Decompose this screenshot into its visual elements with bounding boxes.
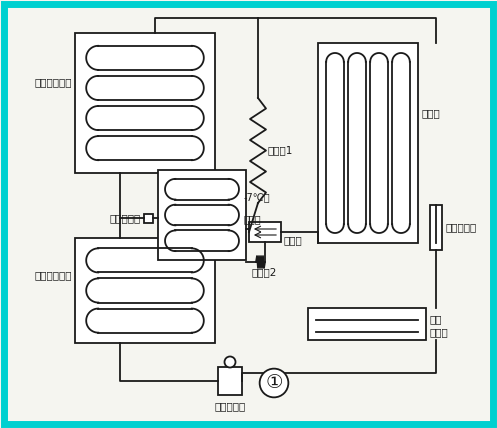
Text: 三通连接管: 三通连接管 bbox=[109, 213, 141, 223]
Text: 冷凝器: 冷凝器 bbox=[422, 108, 441, 118]
Text: 干燥过滤器: 干燥过滤器 bbox=[446, 223, 477, 232]
Text: ①: ① bbox=[265, 374, 283, 392]
Circle shape bbox=[225, 357, 236, 368]
Bar bbox=[308, 308, 426, 340]
Bar bbox=[75, 238, 215, 343]
Text: 毛细管1: 毛细管1 bbox=[268, 145, 293, 155]
Bar bbox=[158, 170, 246, 260]
Text: -7℃室: -7℃室 bbox=[244, 192, 271, 202]
Bar bbox=[318, 43, 418, 243]
Text: 电磁阀: 电磁阀 bbox=[284, 235, 303, 245]
Bar bbox=[430, 205, 442, 250]
Text: 冷藏室蒸发器: 冷藏室蒸发器 bbox=[34, 77, 72, 87]
Bar bbox=[144, 214, 153, 223]
Text: 冷冻室蒸发器: 冷冻室蒸发器 bbox=[34, 270, 72, 280]
Text: 蒸发器: 蒸发器 bbox=[244, 214, 261, 225]
Bar bbox=[218, 367, 242, 395]
Text: 除露管: 除露管 bbox=[430, 327, 449, 337]
Text: 毛细管2: 毛细管2 bbox=[251, 267, 276, 277]
Bar bbox=[75, 33, 215, 173]
Text: 变频压缩机: 变频压缩机 bbox=[214, 401, 246, 411]
Text: 门框: 门框 bbox=[430, 314, 442, 324]
Bar bbox=[249, 222, 281, 242]
